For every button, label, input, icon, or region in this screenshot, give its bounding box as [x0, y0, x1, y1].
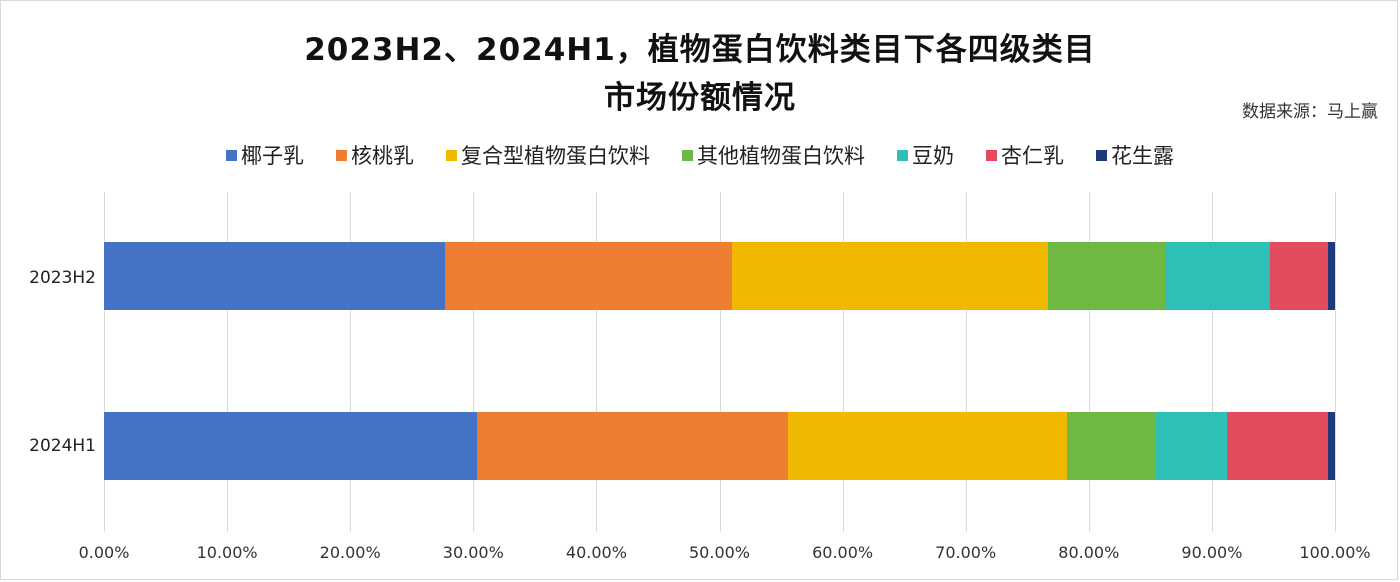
legend-label: 复合型植物蛋白饮料: [461, 144, 650, 168]
chart-legend: 椰子乳 核桃乳 复合型植物蛋白饮料 其他植物蛋白饮料 豆奶 杏仁乳 花生露: [0, 140, 1400, 170]
chart-title-line2: 市场份额情况: [604, 80, 796, 116]
legend-item: 杏仁乳: [986, 140, 1064, 170]
x-tick-label: 20.00%: [319, 543, 381, 562]
x-tick-label: 80.00%: [1058, 543, 1120, 562]
bar-row-2023h2: [104, 242, 1335, 310]
gridline: [227, 192, 229, 532]
legend-swatch-icon: [226, 149, 237, 161]
bar-segment: [1066, 412, 1157, 480]
legend-label: 豆奶: [912, 144, 954, 168]
x-tick-label: 0.00%: [78, 543, 130, 562]
data-source: 数据来源：马上赢: [1242, 102, 1378, 122]
x-axis: 0.00% 10.00% 20.00% 30.00% 40.00% 50.00% 60.00…: [0, 543, 1400, 567]
plot-area: [104, 192, 1336, 532]
x-tick-label: 50.00%: [688, 543, 751, 562]
bar-segment: [1327, 412, 1335, 480]
legend-item: 复合型植物蛋白饮料: [446, 140, 650, 170]
legend-swatch-icon: [897, 149, 908, 161]
bar-segment: [1226, 412, 1328, 480]
legend-item: 椰子乳: [226, 140, 304, 170]
legend-swatch-icon: [336, 149, 347, 161]
bar-segment: [1156, 412, 1227, 480]
x-tick-label: 30.00%: [442, 543, 504, 562]
bar-row-2024h1: [104, 412, 1335, 480]
legend-label: 花生露: [1111, 144, 1174, 168]
gridline: [1088, 192, 1090, 532]
gridline: [719, 192, 721, 532]
gridline: [104, 192, 105, 532]
bar-segment: [104, 242, 445, 310]
gridline: [596, 192, 598, 532]
gridline: [965, 192, 967, 532]
gridline: [1211, 192, 1213, 532]
bar-segment: [731, 242, 1049, 310]
bar-segment: [788, 412, 1067, 480]
gridline: [473, 192, 475, 532]
gridline: [842, 192, 844, 532]
gridline: [350, 192, 352, 532]
legend-label: 杏仁乳: [1001, 144, 1064, 168]
x-tick-label: 90.00%: [1181, 543, 1243, 562]
legend-item: 核桃乳: [336, 140, 414, 170]
legend-label: 其他植物蛋白饮料: [697, 144, 865, 168]
legend-item: 花生露: [1096, 140, 1174, 170]
legend-item: 豆奶: [897, 140, 954, 170]
bar-segment: [104, 412, 477, 480]
bar-segment: [444, 242, 732, 310]
bar-segment: [1048, 242, 1166, 310]
gridline: [1335, 192, 1336, 532]
x-tick-label: 70.00%: [935, 543, 997, 562]
y-label-2023h2: 2023H2: [29, 268, 96, 288]
legend-swatch-icon: [446, 149, 457, 161]
legend-swatch-icon: [986, 149, 997, 161]
chart-title-line1: 2023H2、2024H1，植物蛋白饮料类目下各四级类目: [304, 32, 1096, 68]
bar-segment: [1165, 242, 1270, 310]
x-tick-label: 10.00%: [196, 543, 258, 562]
legend-swatch-icon: [1096, 149, 1107, 161]
y-label-2024h1: 2024H1: [29, 436, 96, 456]
x-tick-label: 60.00%: [812, 543, 874, 562]
bar-segment: [476, 412, 789, 480]
bar-segment: [1269, 242, 1328, 310]
x-tick-label: 100.00%: [1299, 543, 1371, 562]
x-tick-label: 40.00%: [565, 543, 627, 562]
bar-segment: [1327, 242, 1335, 310]
legend-label: 椰子乳: [241, 144, 304, 168]
legend-label: 核桃乳: [351, 144, 414, 168]
legend-item: 其他植物蛋白饮料: [682, 140, 865, 170]
legend-swatch-icon: [682, 149, 693, 161]
